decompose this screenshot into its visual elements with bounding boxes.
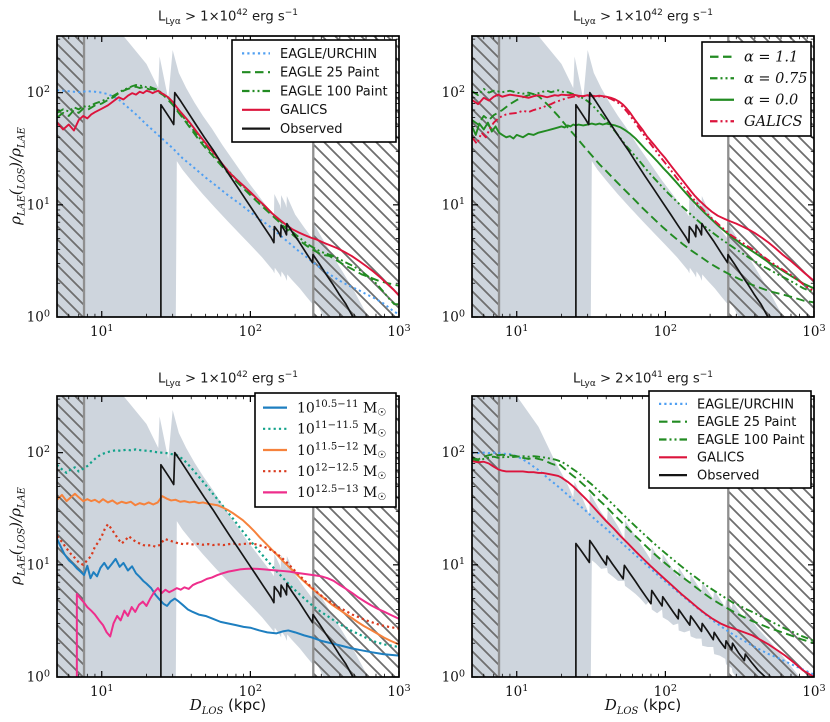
series-galics	[472, 460, 814, 677]
legend: EAGLE/URCHIN EAGLE 25 Paint EAGLE 100 Pain…	[231, 39, 397, 143]
y-tick-label: 100	[442, 668, 465, 685]
legend-entry-label: EAGLE 25 Paint	[280, 66, 379, 81]
series--0-0	[472, 121, 814, 290]
y-tick-label: 101	[27, 556, 50, 573]
x-tick-label: 102	[654, 683, 677, 700]
series-eagle-urchin	[472, 451, 814, 676]
legend-entry-label: EAGLE/URCHIN	[280, 47, 377, 62]
panel-title: LLyα > 1×1042 erg s−1	[572, 8, 713, 28]
x-tick-label: 103	[387, 323, 410, 340]
hatched-exclusion-region-left	[57, 396, 85, 677]
legend: 1010.5−11 M☉ 1011−11.5 M☉ 1011.5−12 M☉ 1012…	[254, 392, 397, 508]
legend-entry-label: GALICS	[744, 114, 803, 130]
legend-entry-label: α = 0.75	[744, 71, 807, 87]
panel-bottom-left: LLyα > 1×1042 erg s−1 101 102 103 100 101 102 1…	[0, 360, 415, 722]
legend-entry-label: 1010.5−11 M☉	[297, 399, 386, 418]
legend-entry-label: α = 0.0	[744, 93, 798, 109]
legend-entry-label: EAGLE 100 Paint	[697, 433, 805, 448]
panel-title: LLyα > 1×1042 erg s−1	[157, 370, 298, 390]
series-eagle-100-paint	[57, 84, 399, 306]
axes-frame	[471, 35, 815, 318]
axes-frame	[56, 395, 400, 678]
hatched-exclusion-region-left	[472, 396, 500, 677]
x-tick-label: 103	[802, 683, 825, 700]
x-axis-label: DLOS (kpc)	[604, 696, 682, 717]
series-10-12-5-13-msun	[75, 567, 399, 677]
y-axis-label: ρLAE(LOS)/ρLAE	[6, 487, 28, 585]
x-tick-label: 103	[802, 323, 825, 340]
chart-canvas: 101 102 103 100 101 102 EAGLE/URCHIN EAGLE 25 P…	[27, 35, 411, 340]
y-tick-label: 101	[442, 196, 465, 213]
legend-entry-label: EAGLE 25 Paint	[697, 415, 796, 430]
series--0-75	[472, 87, 814, 294]
series-galics	[472, 93, 814, 282]
y-tick-label: 102	[442, 84, 465, 101]
y-tick-label: 101	[27, 196, 50, 213]
legend-entry-label: GALICS	[697, 451, 744, 466]
x-tick-label: 101	[505, 683, 528, 700]
legend-entry-label: EAGLE 100 Paint	[280, 84, 388, 99]
legend-entry-label: 1011.5−12 M☉	[297, 441, 386, 460]
observed-uncertainty-band	[57, 36, 369, 317]
x-tick-label: 101	[90, 683, 113, 700]
series-galics	[57, 89, 399, 297]
legend-entry-label: 1012.5−13 M☉	[297, 484, 386, 503]
series-eagle-25-paint	[57, 85, 399, 287]
y-axis-label: ρLAE(LOS)/ρLAE	[6, 127, 28, 225]
observed-uncertainty-band	[57, 396, 369, 677]
hatched-exclusion-region-left	[57, 36, 85, 317]
axis-ticks	[57, 36, 400, 318]
series-10-12-12-5-msun	[57, 523, 399, 630]
legend-entry-label: 1012−12.5 M☉	[297, 463, 386, 482]
x-tick-label: 101	[90, 323, 113, 340]
series-observed	[160, 451, 354, 677]
y-tick-label: 101	[442, 556, 465, 573]
legend-entry-label: Observed	[697, 469, 760, 484]
x-tick-label: 103	[387, 683, 410, 700]
x-tick-label: 102	[239, 323, 262, 340]
panel-title: LLyα > 2×1041 erg s−1	[572, 370, 713, 390]
panel-bottom-right: LLyα > 2×1041 erg s−1 101 102 103 100 101 102 E…	[415, 360, 830, 722]
axis-ticks	[472, 36, 815, 318]
y-tick-label: 100	[27, 668, 50, 685]
observed-uncertainty-band	[472, 396, 800, 677]
series-observed	[575, 539, 766, 677]
y-tick-label: 102	[27, 444, 50, 461]
chart-canvas: 101 102 103 100 101 102 EAGLE/URCHIN EAGLE 25 P…	[442, 390, 826, 700]
x-tick-label: 102	[239, 683, 262, 700]
series-galics-	[472, 94, 814, 292]
panel-top-right: LLyα > 1×1042 erg s−1 101 102 103 100 101 102 α…	[415, 0, 830, 360]
series-observed	[160, 91, 354, 317]
legend-entry-label: GALICS	[280, 103, 327, 118]
y-tick-label: 100	[27, 308, 50, 325]
legend: α = 1.1 α = 0.75 α = 0.0 GALICS	[701, 41, 812, 137]
x-axis-label: DLOS (kpc)	[189, 696, 267, 717]
x-tick-label: 101	[505, 323, 528, 340]
legend: EAGLE/URCHIN EAGLE 25 Paint EAGLE 100 Pain…	[648, 390, 812, 489]
series-eagle-urchin	[57, 89, 399, 316]
series-observed	[575, 91, 769, 317]
legend-entry-label: Observed	[280, 122, 343, 137]
series-10-10-5-11-msun	[57, 538, 399, 657]
legend-entry-label: EAGLE/URCHIN	[697, 397, 794, 412]
y-tick-label: 100	[442, 308, 465, 325]
y-tick-label: 102	[27, 84, 50, 101]
series-eagle-25-paint	[472, 453, 814, 645]
panel-top-left: LLyα > 1×1042 erg s−1 101 102 103 100 101 102 E…	[0, 0, 415, 360]
chart-canvas: 101 102 103 100 101 102 1010.5−11 M☉ 1011−11.5 …	[27, 392, 411, 700]
panel-title: LLyα > 1×1042 erg s−1	[157, 8, 298, 28]
axes-frame	[471, 395, 815, 678]
series-eagle-100-paint	[472, 455, 814, 642]
hatched-exclusion-region-left	[472, 36, 500, 317]
axes-frame	[56, 35, 400, 318]
y-tick-label: 102	[442, 444, 465, 461]
legend-entry-label: 1011−11.5 M☉	[297, 420, 386, 439]
legend-entry-label: α = 1.1	[744, 50, 798, 66]
x-tick-label: 102	[654, 323, 677, 340]
chart-canvas: 101 102 103 100 101 102 α = 1.1 α = 0.75 α = 0.0…	[442, 35, 826, 340]
